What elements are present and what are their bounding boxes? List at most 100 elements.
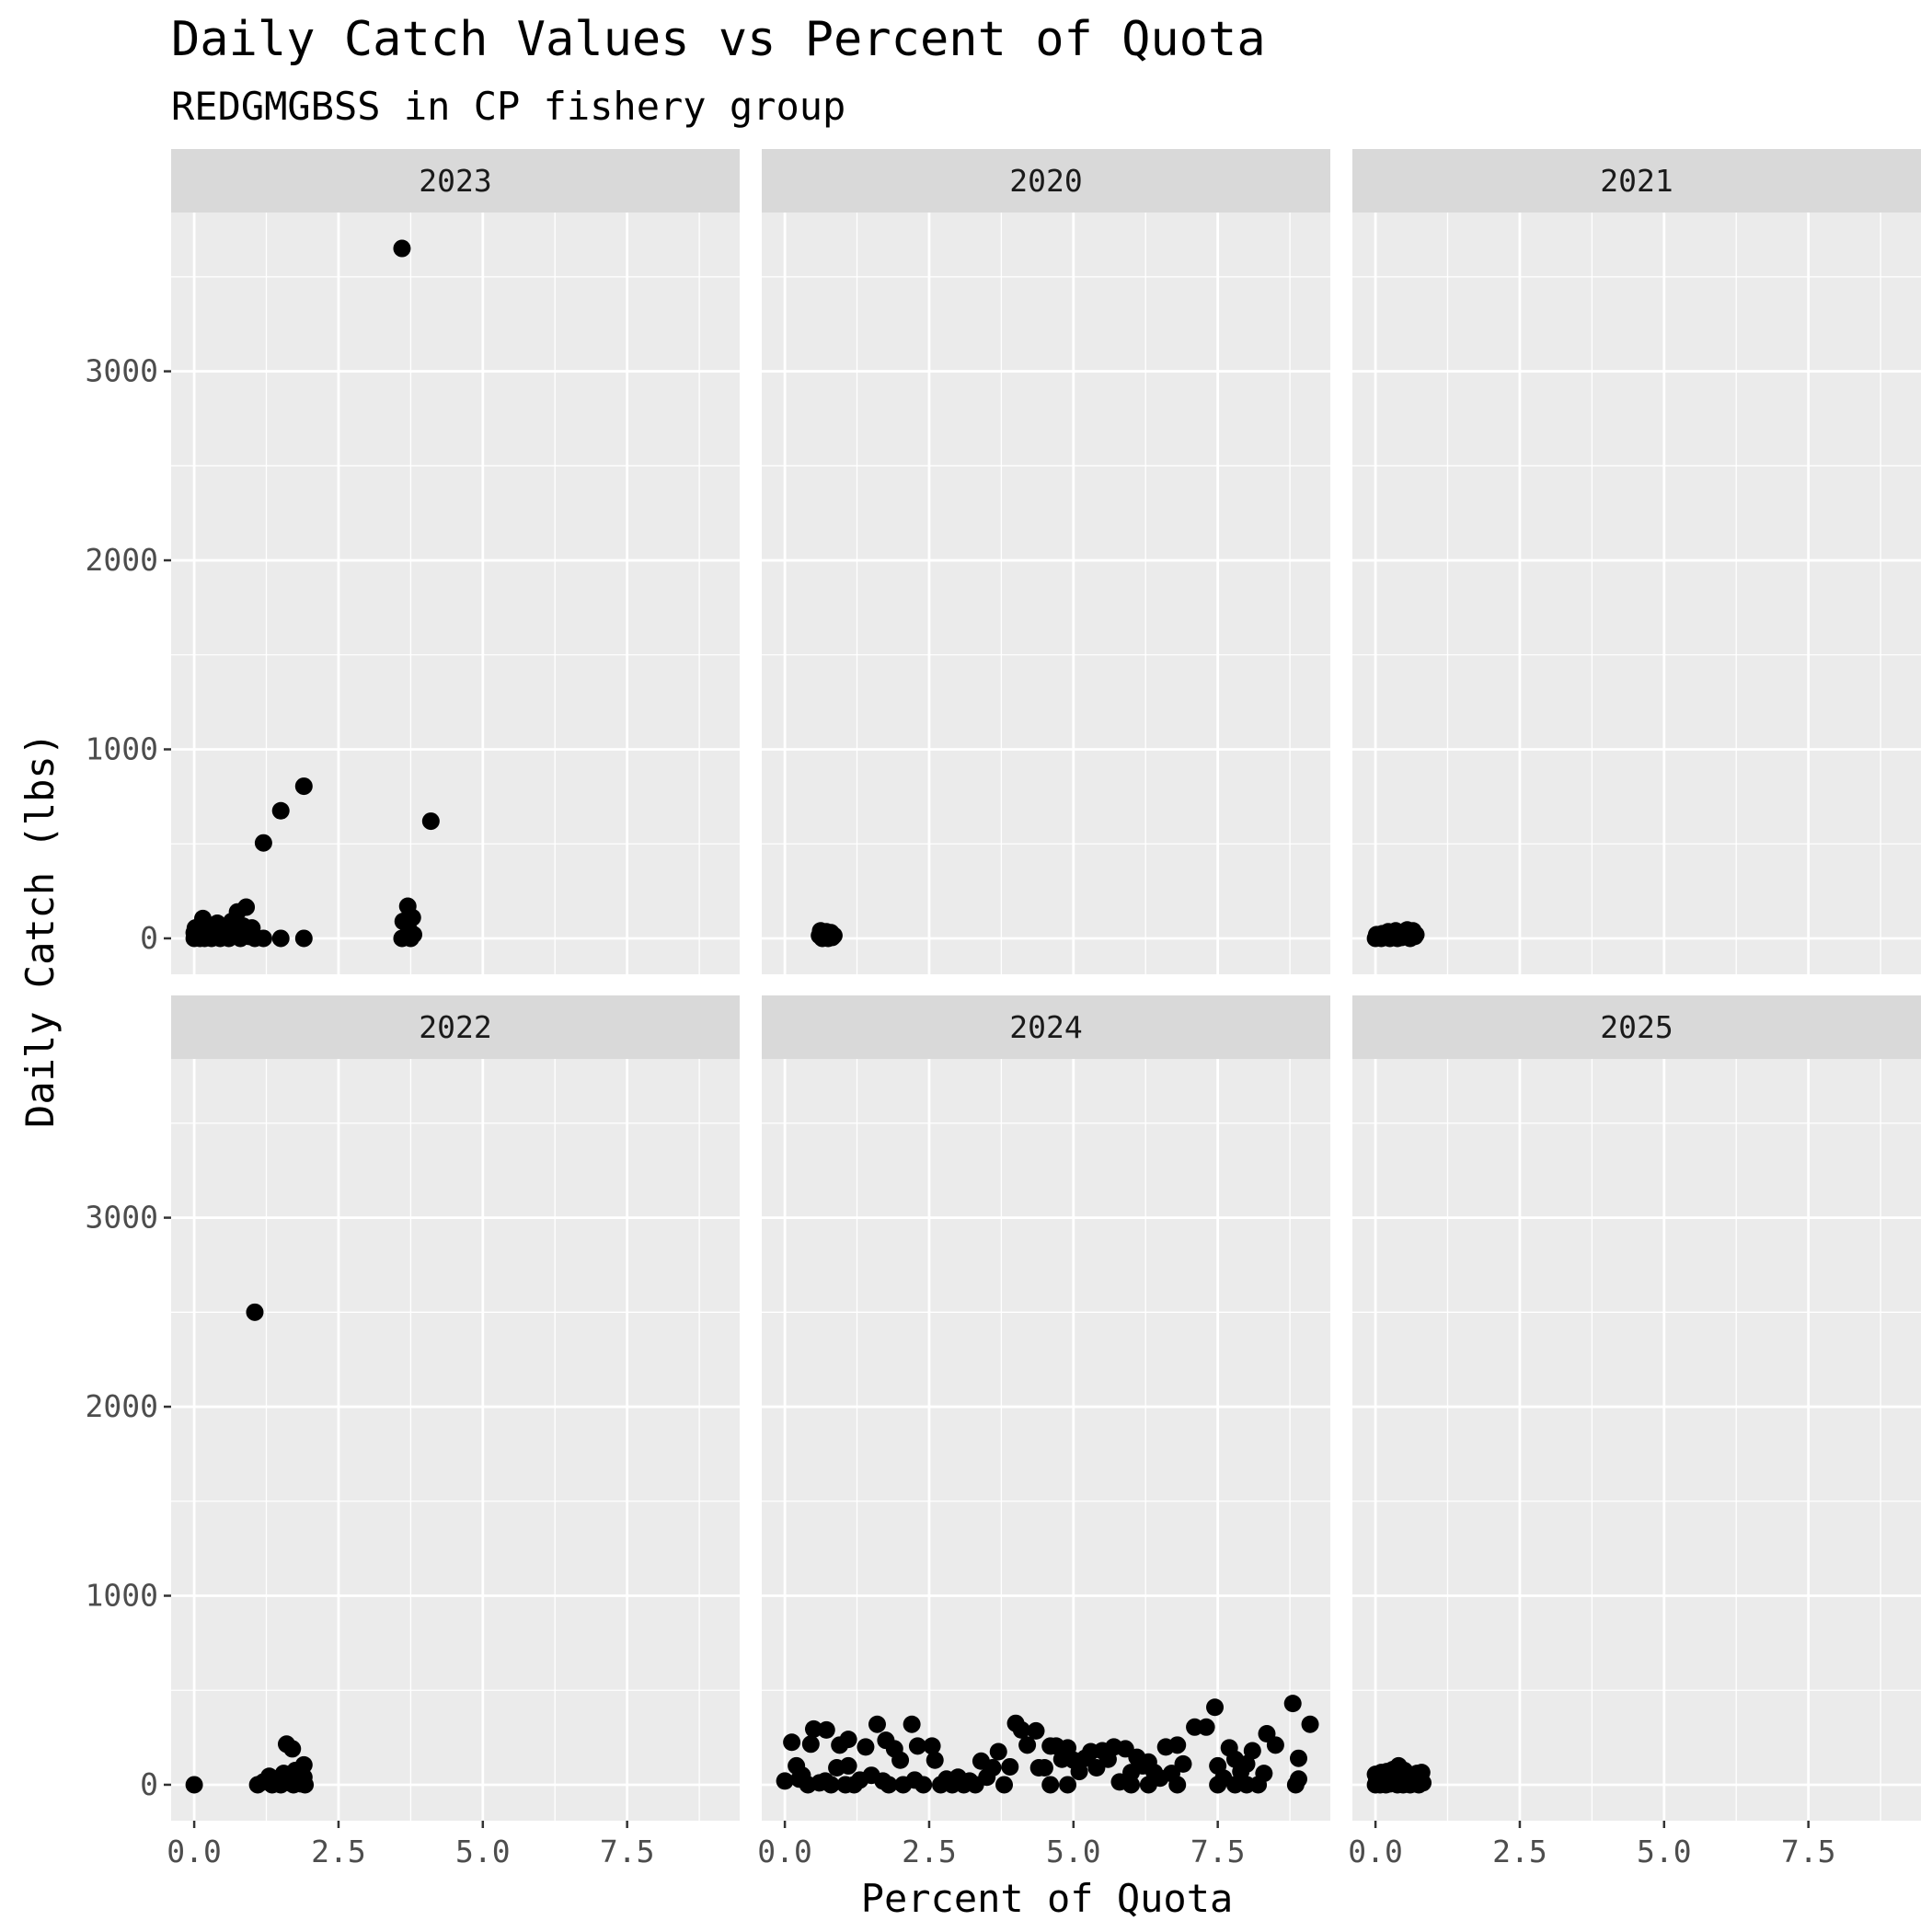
data-point bbox=[403, 908, 421, 926]
facet-strip-label: 2020 bbox=[1009, 163, 1082, 199]
data-point bbox=[1289, 1749, 1307, 1767]
x-tick-label: 2.5 bbox=[311, 1834, 366, 1869]
y-tick-label: 0 bbox=[140, 1766, 158, 1802]
data-point bbox=[393, 239, 411, 258]
x-tick-label: 7.5 bbox=[1781, 1834, 1836, 1869]
x-tick-label: 7.5 bbox=[600, 1834, 655, 1869]
data-point bbox=[891, 1751, 910, 1769]
data-point bbox=[783, 1733, 801, 1752]
point-layer bbox=[1366, 921, 1425, 948]
data-point bbox=[1289, 1770, 1307, 1788]
data-point bbox=[923, 1737, 941, 1755]
data-point bbox=[271, 801, 290, 820]
data-point bbox=[405, 926, 423, 944]
data-point bbox=[1001, 1757, 1019, 1776]
data-point bbox=[824, 926, 843, 945]
facet-panel-2022: 2022 bbox=[171, 995, 740, 1821]
data-point bbox=[1168, 1736, 1187, 1754]
data-point bbox=[421, 812, 440, 831]
data-point bbox=[1059, 1776, 1077, 1794]
panel-background bbox=[1352, 213, 1921, 974]
data-point bbox=[1027, 1721, 1045, 1740]
data-point bbox=[1243, 1742, 1261, 1760]
data-point bbox=[1266, 1736, 1284, 1754]
data-point bbox=[822, 1776, 840, 1794]
data-point bbox=[294, 929, 313, 948]
data-point bbox=[839, 1731, 857, 1749]
chart-title: Daily Catch Values vs Percent of Quota bbox=[171, 12, 1266, 67]
x-tick-label: 5.0 bbox=[1637, 1834, 1692, 1869]
data-point bbox=[1041, 1776, 1060, 1794]
data-point bbox=[1168, 1776, 1187, 1794]
facet-panel-2025: 2025 bbox=[1352, 995, 1921, 1821]
data-point bbox=[801, 1735, 820, 1754]
panel-background bbox=[171, 1059, 740, 1821]
facet-strip-label: 2021 bbox=[1600, 163, 1673, 199]
y-tick-label: 2000 bbox=[86, 542, 158, 578]
data-point bbox=[995, 1776, 1014, 1794]
facet-strip bbox=[171, 149, 740, 213]
x-tick-label: 5.0 bbox=[1046, 1834, 1101, 1869]
data-point bbox=[926, 1751, 944, 1769]
facet-strip bbox=[762, 149, 1330, 213]
point-layer bbox=[185, 239, 440, 948]
point-layer bbox=[185, 1303, 315, 1794]
data-point bbox=[1255, 1765, 1273, 1783]
panel-background bbox=[171, 213, 740, 974]
facet-strip-label: 2024 bbox=[1009, 1009, 1082, 1045]
x-axis-title: Percent of Quota bbox=[861, 1876, 1234, 1921]
x-tick-label: 0.0 bbox=[757, 1834, 812, 1869]
facet-strip-label: 2022 bbox=[419, 1009, 491, 1045]
data-point bbox=[1237, 1754, 1256, 1773]
y-axis: 0 1000 2000 3000 0 1000 2000 3000 bbox=[86, 353, 171, 1802]
data-point bbox=[271, 929, 290, 948]
data-point bbox=[817, 1720, 835, 1739]
data-point bbox=[283, 1740, 302, 1758]
data-point bbox=[254, 834, 272, 852]
data-point bbox=[1407, 926, 1425, 944]
point-layer bbox=[1366, 1756, 1432, 1794]
facet-strip bbox=[1352, 995, 1921, 1059]
panel-background bbox=[762, 213, 1330, 974]
y-tick-label: 2000 bbox=[86, 1388, 158, 1424]
data-point bbox=[857, 1738, 875, 1756]
data-point bbox=[983, 1758, 1002, 1777]
point-layer bbox=[811, 922, 843, 948]
y-tick-label: 1000 bbox=[86, 731, 158, 767]
data-point bbox=[839, 1756, 857, 1775]
data-point bbox=[1070, 1763, 1088, 1781]
x-tick-label: 5.0 bbox=[455, 1834, 511, 1869]
y-tick-label: 3000 bbox=[86, 353, 158, 389]
data-point bbox=[868, 1715, 886, 1733]
facet-panel-2020: 2020 bbox=[762, 149, 1330, 974]
data-point bbox=[237, 898, 256, 916]
facet-strip-label: 2023 bbox=[419, 163, 491, 199]
data-point bbox=[908, 1737, 926, 1755]
data-point bbox=[185, 1776, 203, 1794]
x-axis: 0.0 2.5 5.0 7.5 0.0 2.5 5.0 7.5 0.0 2.5 5.0 7.5 bbox=[167, 1821, 1835, 1869]
x-tick-label: 0.0 bbox=[1348, 1834, 1403, 1869]
data-point bbox=[903, 1715, 921, 1733]
facet-panel-2024: 2024 bbox=[762, 995, 1330, 1821]
data-point bbox=[294, 1755, 313, 1774]
data-point bbox=[1283, 1695, 1302, 1713]
data-point bbox=[246, 1303, 264, 1321]
data-point bbox=[1206, 1698, 1225, 1717]
facet-panels: 2023 2020 2021 2022 2024 2025 bbox=[171, 149, 1921, 1821]
facet-strip bbox=[1352, 149, 1921, 213]
chart-subtitle: REDGMGBSS in CP fishery group bbox=[171, 84, 845, 129]
data-point bbox=[254, 929, 272, 948]
y-tick-label: 3000 bbox=[86, 1200, 158, 1236]
data-point bbox=[1414, 1774, 1432, 1792]
facet-panel-2021: 2021 bbox=[1352, 149, 1921, 974]
x-tick-label: 7.5 bbox=[1190, 1834, 1246, 1869]
data-point bbox=[1197, 1718, 1215, 1736]
data-point bbox=[1035, 1758, 1053, 1777]
data-point bbox=[1122, 1776, 1141, 1794]
data-point bbox=[880, 1776, 898, 1794]
data-point bbox=[1018, 1736, 1037, 1754]
data-point bbox=[804, 1719, 822, 1738]
data-point bbox=[1012, 1720, 1030, 1739]
y-axis-title: Daily Catch (lbs) bbox=[17, 732, 63, 1128]
point-layer bbox=[776, 1695, 1319, 1794]
